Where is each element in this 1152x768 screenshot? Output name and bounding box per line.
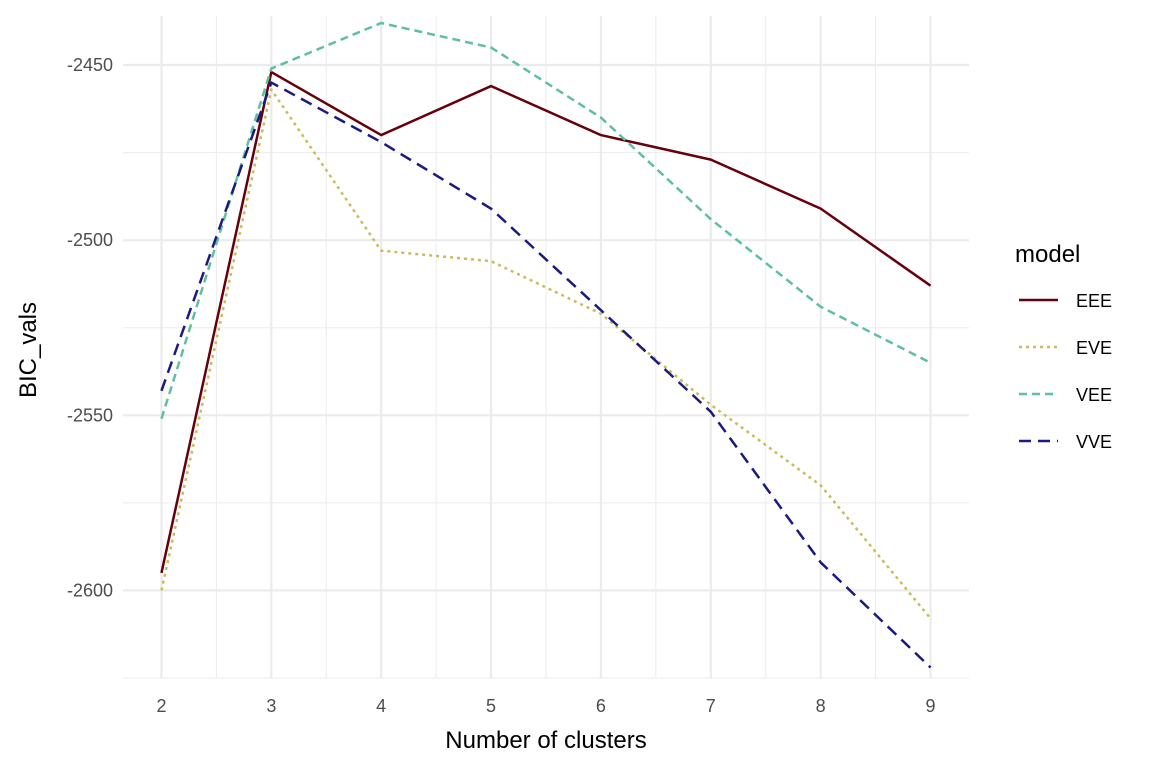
major-gridlines <box>123 16 969 678</box>
x-tick-label: 4 <box>376 696 386 716</box>
legend-label-vve: VVE <box>1076 432 1112 452</box>
x-axis-tick-labels: 2 3 4 5 6 7 8 9 <box>156 696 935 716</box>
x-tick-label: 5 <box>486 696 496 716</box>
series-line-vee <box>160 21 932 420</box>
x-tick-label: 7 <box>706 696 716 716</box>
series-line-vve <box>160 81 932 669</box>
x-tick-label: 3 <box>266 696 276 716</box>
legend-label-vee: VEE <box>1076 385 1112 405</box>
x-tick-label: 2 <box>156 696 166 716</box>
y-tick-label: -2600 <box>67 580 113 600</box>
legend-title: model <box>1015 241 1080 268</box>
x-tick-label: 9 <box>926 696 936 716</box>
series-lines <box>160 21 932 669</box>
minor-gridlines <box>123 16 969 679</box>
x-tick-label: 8 <box>816 696 826 716</box>
legend: model EEE EVE VEE VVE <box>1015 241 1112 452</box>
y-tick-label: -2500 <box>67 230 113 250</box>
y-tick-label: -2550 <box>67 405 113 425</box>
x-axis-title: Number of clusters <box>445 727 646 754</box>
y-axis-title: BIC_vals <box>15 302 42 398</box>
y-tick-label: -2450 <box>67 55 113 75</box>
series-line-eee <box>160 70 932 574</box>
x-tick-label: 6 <box>596 696 606 716</box>
legend-label-eee: EEE <box>1076 291 1112 311</box>
legend-label-eve: EVE <box>1076 338 1112 358</box>
y-axis-tick-labels: -2600 -2550 -2500 -2450 <box>67 55 113 600</box>
